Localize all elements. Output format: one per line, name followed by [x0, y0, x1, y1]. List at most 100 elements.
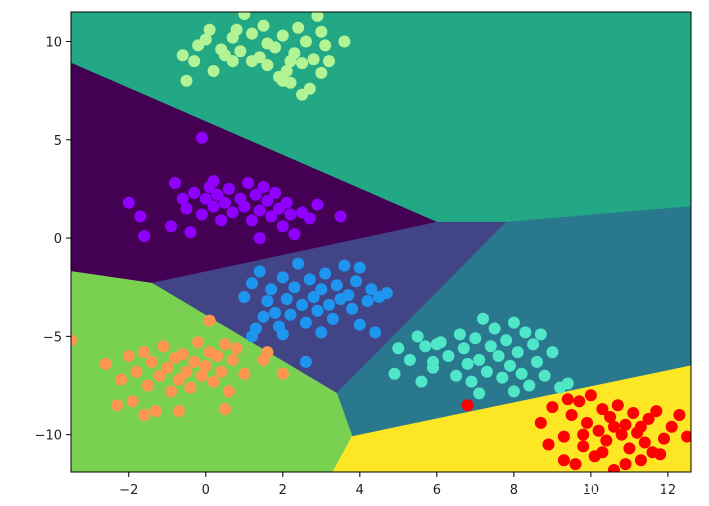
- point-cluster-6: [207, 375, 220, 388]
- point-cluster-5: [600, 434, 613, 447]
- point-cluster-3: [311, 304, 324, 317]
- x-tick-label: 12: [660, 483, 677, 498]
- data-points: [71, 12, 691, 472]
- point-cluster-4: [500, 334, 513, 347]
- point-cluster-2: [222, 182, 235, 195]
- point-cluster-3: [253, 265, 266, 278]
- point-cluster-5: [461, 399, 474, 412]
- point-cluster-3: [361, 295, 374, 307]
- point-cluster-6: [172, 373, 185, 386]
- point-cluster-2: [211, 188, 224, 201]
- point-cluster-5: [557, 454, 570, 467]
- point-cluster-5: [642, 412, 655, 425]
- point-cluster-2: [180, 202, 193, 215]
- point-cluster-1: [246, 55, 258, 68]
- point-cluster-6: [138, 409, 151, 421]
- point-cluster-4: [538, 369, 551, 382]
- point-cluster-3: [319, 267, 332, 280]
- point-cluster-1: [261, 37, 274, 50]
- point-cluster-3: [303, 273, 316, 286]
- point-cluster-5: [619, 418, 632, 431]
- point-cluster-6: [192, 336, 205, 349]
- point-cluster-6: [122, 350, 135, 362]
- point-cluster-5: [619, 458, 632, 471]
- point-cluster-4: [527, 338, 540, 351]
- point-cluster-5: [573, 395, 586, 408]
- point-cluster-6: [226, 353, 239, 366]
- point-cluster-5: [650, 405, 663, 418]
- point-cluster-1: [238, 12, 251, 20]
- point-cluster-4: [427, 355, 439, 368]
- point-cluster-6: [142, 379, 154, 392]
- point-cluster-6: [161, 361, 174, 374]
- point-cluster-5: [658, 432, 670, 445]
- point-cluster-4: [461, 357, 474, 370]
- point-cluster-4: [531, 355, 543, 368]
- point-cluster-5: [546, 401, 559, 414]
- point-cluster-5: [557, 430, 570, 443]
- point-cluster-6: [172, 405, 185, 418]
- point-cluster-2: [195, 131, 208, 144]
- point-cluster-3: [323, 298, 335, 311]
- point-cluster-5: [608, 420, 620, 433]
- y-tick-label: 0: [54, 232, 62, 247]
- point-cluster-6: [222, 385, 235, 398]
- point-cluster-2: [188, 186, 201, 199]
- point-cluster-2: [226, 206, 239, 219]
- y-tick-label: 5: [54, 134, 62, 149]
- x-tick-label: 2: [279, 483, 287, 498]
- point-cluster-4: [519, 326, 532, 339]
- point-cluster-4: [419, 340, 432, 353]
- point-cluster-4: [480, 365, 493, 378]
- point-cluster-3: [350, 275, 362, 288]
- point-cluster-5: [654, 448, 667, 461]
- point-cluster-4: [411, 330, 424, 343]
- point-cluster-1: [261, 59, 274, 72]
- point-cluster-3: [246, 277, 258, 290]
- point-cluster-3: [299, 355, 312, 368]
- point-cluster-3: [265, 283, 278, 296]
- point-cluster-6: [145, 355, 158, 368]
- point-cluster-5: [638, 436, 651, 449]
- point-cluster-1: [276, 29, 289, 42]
- point-cluster-4: [507, 316, 520, 329]
- point-cluster-2: [257, 181, 270, 193]
- point-cluster-3: [326, 312, 339, 325]
- point-cluster-4: [511, 346, 524, 359]
- point-cluster-5: [569, 458, 582, 471]
- x-tick-label: 4: [356, 483, 364, 498]
- point-cluster-4: [523, 379, 536, 392]
- point-cluster-4: [453, 328, 466, 341]
- point-cluster-2: [276, 220, 289, 233]
- point-cluster-5: [627, 407, 640, 419]
- point-cluster-2: [184, 226, 197, 239]
- point-cluster-3: [353, 318, 366, 331]
- point-cluster-2: [246, 214, 258, 227]
- point-cluster-3: [296, 298, 309, 311]
- point-cluster-1: [296, 88, 309, 101]
- point-cluster-1: [315, 66, 328, 79]
- point-cluster-1: [199, 33, 212, 46]
- point-cluster-5: [577, 428, 590, 441]
- point-cluster-5: [681, 430, 691, 443]
- point-cluster-6: [180, 365, 193, 378]
- point-cluster-3: [365, 283, 378, 296]
- x-axis: −2 0 2 4 6 8 10 12: [119, 472, 676, 498]
- point-cluster-6: [71, 334, 77, 347]
- point-cluster-5: [565, 409, 578, 421]
- x-tick-label: 10: [583, 483, 600, 498]
- point-cluster-1: [203, 23, 216, 36]
- point-cluster-6: [261, 346, 274, 359]
- point-cluster-4: [534, 328, 547, 341]
- point-cluster-3: [346, 302, 359, 315]
- watermark: CSDN @呆子不呆L: [572, 481, 695, 497]
- point-cluster-3: [288, 281, 301, 294]
- point-cluster-3: [261, 295, 274, 307]
- point-cluster-2: [253, 204, 266, 217]
- point-cluster-1: [307, 53, 320, 66]
- x-tick-label: −2: [119, 483, 138, 498]
- point-cluster-6: [126, 395, 139, 408]
- point-cluster-3: [257, 310, 270, 323]
- point-cluster-2: [215, 214, 228, 227]
